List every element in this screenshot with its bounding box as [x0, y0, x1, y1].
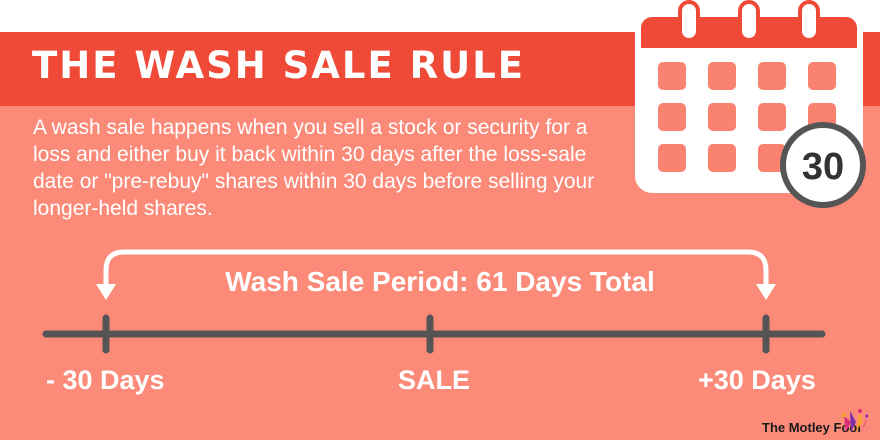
- timeline: [42, 249, 826, 354]
- brand-name: The Motley Fool: [762, 420, 861, 435]
- page-title: THE WASH SALE RULE: [32, 44, 526, 87]
- description-text: A wash sale happens when you sell a stoc…: [33, 116, 595, 220]
- period-label: Wash Sale Period: 61 Days Total: [225, 266, 655, 297]
- calendar-icon: 30: [635, 0, 866, 208]
- tick-label-plus-30: +30 Days: [698, 365, 816, 395]
- period-bracket: [103, 249, 769, 291]
- jester-hat-icon: [842, 409, 868, 432]
- arrow-down-icon: [756, 284, 776, 300]
- brand-logo: The Motley Fool: [762, 408, 880, 438]
- day-badge: [780, 122, 866, 208]
- arrow-down-icon: [96, 284, 116, 300]
- tick-label-sale: SALE: [398, 365, 471, 395]
- day-badge-number: 30: [802, 146, 844, 188]
- tick-label-minus-30: - 30 Days: [46, 365, 165, 395]
